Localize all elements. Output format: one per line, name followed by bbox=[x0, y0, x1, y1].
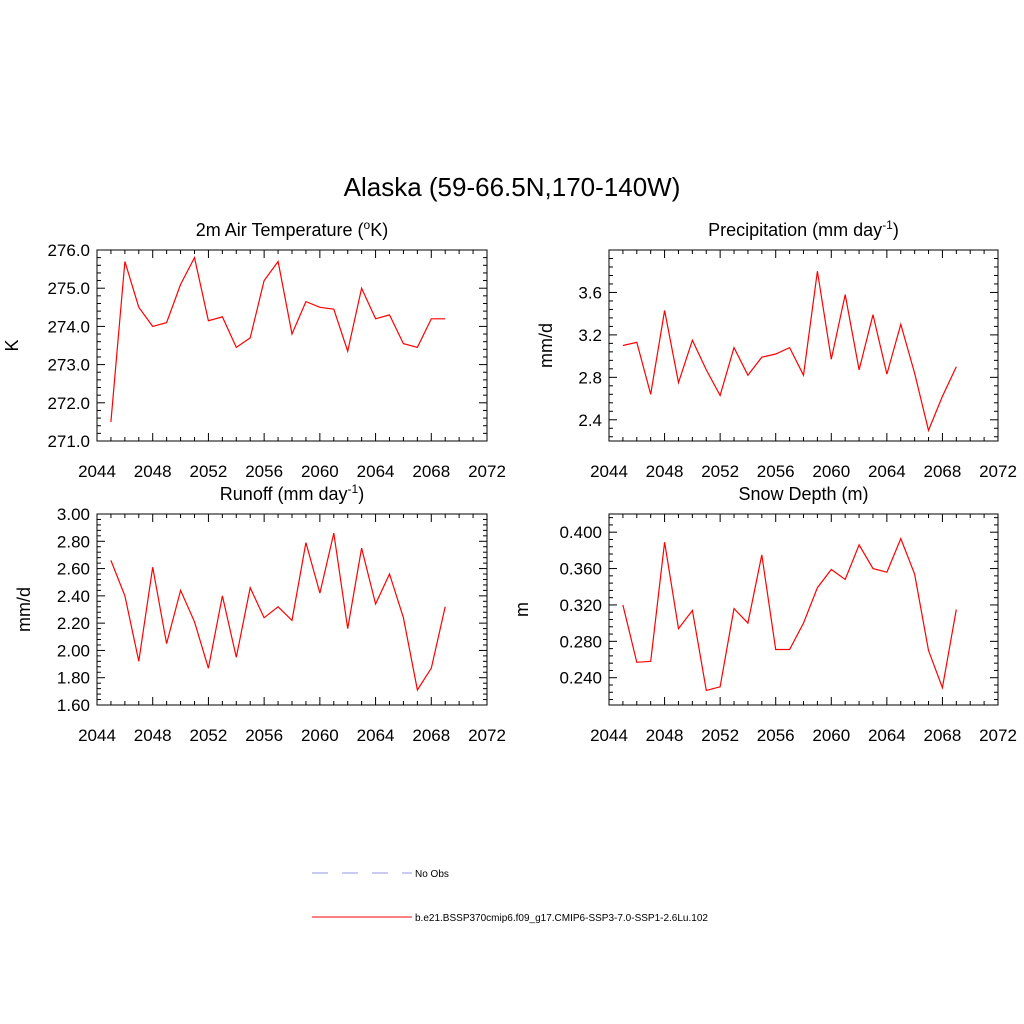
y-tick-label: 275.0 bbox=[47, 279, 90, 298]
series-line-precipitation bbox=[622, 271, 957, 433]
y-tick-label: 272.0 bbox=[47, 394, 90, 413]
plot-frame bbox=[96, 249, 488, 442]
plot-frame bbox=[96, 513, 488, 706]
panel-temperature: 2m Air Temperature (oK) K 2044 2048 2052 2056… bbox=[2, 218, 506, 481]
y-tick-label: 271.0 bbox=[47, 432, 90, 451]
x-tick-label: 2072 bbox=[979, 462, 1017, 481]
x-tick-label: 2068 bbox=[412, 726, 450, 745]
panel-title-runoff: Runoff (mm day-1) bbox=[220, 482, 364, 504]
x-tick-label: 2060 bbox=[301, 726, 339, 745]
y-tick-label: 0.240 bbox=[559, 669, 602, 688]
series-line-runoff bbox=[110, 532, 446, 692]
y-tick-label: 0.320 bbox=[559, 596, 602, 615]
panel-title-temperature: 2m Air Temperature (oK) bbox=[196, 218, 388, 240]
y-tick-label: 0.400 bbox=[559, 523, 602, 542]
x-tick-label: 2056 bbox=[757, 726, 795, 745]
x-tick-label: 2068 bbox=[924, 726, 962, 745]
x-tick-label: 2064 bbox=[357, 462, 395, 481]
x-tick-label: 2072 bbox=[979, 726, 1017, 745]
x-tick-label: 2056 bbox=[245, 462, 283, 481]
y-tick-label: 273.0 bbox=[47, 356, 90, 375]
x-tick-label: 2052 bbox=[190, 726, 228, 745]
y-axis-label-precipitation: mm/d bbox=[536, 323, 556, 368]
y-tick-label: 3.6 bbox=[578, 283, 602, 302]
y-tick-label: 2.20 bbox=[57, 614, 90, 633]
x-tick-label: 2068 bbox=[412, 462, 450, 481]
x-tick-label: 2064 bbox=[868, 726, 906, 745]
y-axis-label-snow-depth: m bbox=[512, 602, 532, 617]
x-tick-label: 2048 bbox=[646, 462, 684, 481]
x-tick-label: 2044 bbox=[78, 462, 116, 481]
x-tick-label: 2060 bbox=[812, 462, 850, 481]
x-tick-label: 2048 bbox=[134, 726, 172, 745]
y-tick-label: 3.2 bbox=[578, 326, 602, 345]
y-axis-label-temperature: K bbox=[2, 339, 22, 351]
legend: No Obs b.e21.BSSP370cmip6.f09_g17.CMIP6-… bbox=[312, 869, 708, 924]
x-tick-label: 2068 bbox=[924, 462, 962, 481]
series-line-temperature bbox=[110, 255, 446, 422]
x-tick-label: 2044 bbox=[590, 726, 628, 745]
x-tick-label: 2064 bbox=[357, 726, 395, 745]
y-tick-label: 0.360 bbox=[559, 560, 602, 579]
panel-snow-depth: Snow Depth (m) m 2044 2048 2052 2056 2060 2064 2… bbox=[512, 484, 1017, 745]
y-tick-label: 1.80 bbox=[57, 669, 90, 688]
x-tick-label: 2044 bbox=[590, 462, 628, 481]
x-tick-label: 2048 bbox=[134, 462, 172, 481]
y-tick-label: 3.00 bbox=[57, 505, 90, 524]
series-line-snow-depth bbox=[622, 536, 957, 692]
x-tick-label: 2044 bbox=[78, 726, 116, 745]
y-tick-label: 1.60 bbox=[57, 696, 90, 715]
x-tick-label: 2048 bbox=[646, 726, 684, 745]
x-tick-label: 2052 bbox=[701, 726, 739, 745]
panel-precipitation: Precipitation (mm day-1) mm/d 2044 2048 2052… bbox=[536, 218, 1017, 481]
x-tick-label: 2060 bbox=[301, 462, 339, 481]
y-tick-label: 2.60 bbox=[57, 560, 90, 579]
x-tick-label: 2064 bbox=[868, 462, 906, 481]
x-tick-label: 2056 bbox=[757, 462, 795, 481]
x-tick-label: 2052 bbox=[701, 462, 739, 481]
y-tick-label: 0.280 bbox=[559, 632, 602, 651]
y-tick-label: 2.8 bbox=[578, 368, 602, 387]
panel-title-snow-depth: Snow Depth (m) bbox=[738, 484, 868, 504]
y-axis-label-runoff: mm/d bbox=[14, 587, 34, 632]
x-tick-label: 2052 bbox=[190, 462, 228, 481]
x-tick-label: 2072 bbox=[468, 462, 506, 481]
plot-frame bbox=[608, 513, 999, 706]
y-tick-label: 2.40 bbox=[57, 587, 90, 606]
figure-title: Alaska (59-66.5N,170-140W) bbox=[344, 172, 681, 202]
y-tick-label: 2.00 bbox=[57, 641, 90, 660]
y-tick-label: 2.80 bbox=[57, 532, 90, 551]
panel-runoff: Runoff (mm day-1) mm/d 2044 2048 2052 2056 206… bbox=[14, 482, 506, 745]
y-tick-label: 274.0 bbox=[47, 317, 90, 336]
y-tick-label: 276.0 bbox=[47, 241, 90, 260]
plot-frame bbox=[608, 249, 999, 442]
legend-label-no-obs: No Obs bbox=[415, 869, 449, 880]
y-tick-label: 2.4 bbox=[578, 411, 602, 430]
panel-title-precipitation: Precipitation (mm day-1) bbox=[708, 218, 899, 240]
x-tick-label: 2060 bbox=[812, 726, 850, 745]
legend-label-model: b.e21.BSSP370cmip6.f09_g17.CMIP6-SSP3-7.… bbox=[415, 913, 708, 924]
x-tick-label: 2072 bbox=[468, 726, 506, 745]
x-tick-label: 2056 bbox=[245, 726, 283, 745]
